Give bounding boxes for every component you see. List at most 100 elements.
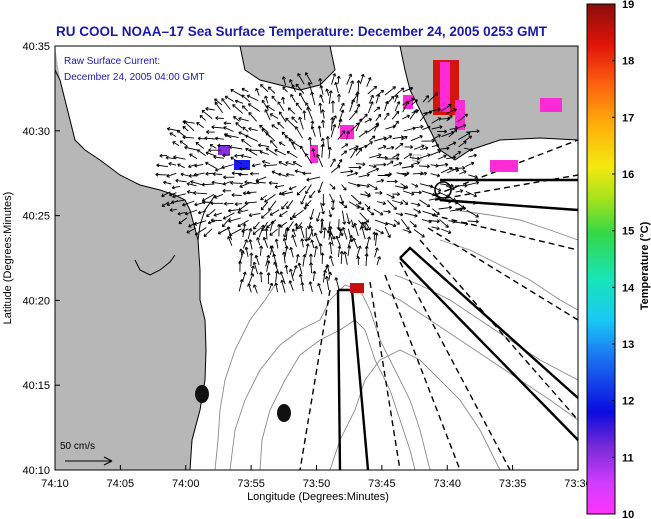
current-arrow [386, 160, 394, 166]
current-arrow [278, 141, 286, 147]
current-arrow [247, 228, 253, 240]
current-arrow [189, 153, 198, 159]
current-arrow [446, 167, 459, 174]
current-arrow [440, 183, 454, 188]
colorbar-tick-label: 10 [622, 509, 634, 519]
beam-7 [384, 274, 461, 471]
current-arrow [238, 278, 244, 292]
current-arrow [161, 191, 171, 198]
current-arrow [373, 136, 387, 142]
current-arrow [294, 222, 299, 232]
current-arrow [266, 219, 277, 229]
current-arrow [268, 200, 277, 212]
current-arrow [337, 118, 343, 129]
current-arrow [265, 147, 278, 156]
current-arrow [196, 149, 206, 156]
current-arrow [400, 135, 408, 141]
current-arrow [340, 150, 348, 156]
current-arrow [431, 226, 440, 231]
current-arrow [222, 188, 232, 193]
current-arrow [420, 146, 429, 151]
current-arrow [437, 154, 447, 160]
current-arrow [322, 227, 327, 239]
current-arrow [355, 148, 363, 156]
current-arrow [410, 134, 423, 142]
current-arrow [428, 107, 441, 112]
current-arrow [253, 284, 258, 294]
current-arrow [272, 253, 278, 267]
chart-title: RU COOL NOAA–17 Sea Surface Temperature:… [56, 24, 548, 39]
current-arrow [214, 98, 223, 106]
current-arrow [409, 109, 417, 120]
current-arrow [402, 229, 412, 234]
current-arrow [310, 91, 316, 106]
current-arrow [393, 87, 405, 97]
current-arrow [204, 136, 216, 141]
current-arrow [419, 111, 428, 122]
current-arrow [413, 208, 421, 214]
current-arrow [171, 185, 181, 190]
patch-8 [218, 145, 230, 155]
current-arrow [257, 143, 270, 148]
current-arrow [190, 180, 204, 186]
current-arrow [237, 209, 249, 215]
current-arrow [395, 142, 404, 150]
current-arrow [207, 220, 216, 225]
current-arrow [329, 183, 336, 190]
current-arrow [336, 75, 341, 84]
current-arrow [247, 283, 252, 293]
current-arrow [248, 212, 261, 218]
land-staten [240, 46, 335, 90]
current-arrow [352, 237, 359, 249]
current-arrow [337, 159, 343, 166]
current-arrow [328, 255, 334, 267]
current-arrow [341, 210, 347, 225]
current-arrow [325, 264, 330, 274]
current-arrow [428, 196, 441, 201]
current-arrow [465, 129, 480, 134]
current-arrow [172, 193, 186, 199]
current-arrow [373, 122, 380, 132]
current-arrow [404, 212, 418, 218]
current-arrow [330, 165, 341, 173]
current-arrow [335, 235, 341, 247]
current-arrow [422, 210, 437, 217]
current-arrow [264, 228, 269, 240]
coast-sandy-hook [197, 194, 216, 241]
current-arrow [343, 251, 348, 265]
current-arrow [269, 228, 278, 236]
current-arrow [256, 237, 261, 246]
current-arrow [346, 130, 351, 140]
current-arrow [221, 217, 231, 228]
current-arrow [278, 111, 287, 123]
current-arrow [282, 86, 288, 93]
current-arrow [436, 129, 448, 134]
current-arrow [223, 201, 234, 206]
bathymetry-contours [214, 209, 579, 471]
current-arrow [177, 163, 186, 169]
current-arrow [318, 243, 323, 255]
current-arrow [404, 145, 414, 149]
current-arrow [393, 161, 403, 167]
current-arrow [274, 282, 279, 293]
current-arrow [281, 96, 286, 105]
blob-2 [277, 404, 291, 422]
current-arrow [439, 219, 449, 228]
current-arrow [358, 130, 368, 138]
current-arrow [328, 271, 333, 281]
current-arrow [287, 107, 296, 115]
current-arrow [248, 273, 255, 286]
current-arrow [448, 141, 457, 147]
current-arrow [263, 163, 278, 168]
current-arrow [161, 201, 170, 207]
beam-3 [431, 214, 579, 251]
current-arrow [466, 209, 479, 218]
current-arrow [234, 202, 243, 207]
current-arrow [316, 153, 324, 168]
current-arrow [456, 123, 467, 129]
contour-4 [379, 289, 579, 421]
annotation-line2: December 24, 2005 04:00 GMT [64, 72, 205, 83]
current-arrow [373, 208, 384, 216]
current-arrow [266, 272, 271, 285]
current-arrow [294, 169, 305, 174]
